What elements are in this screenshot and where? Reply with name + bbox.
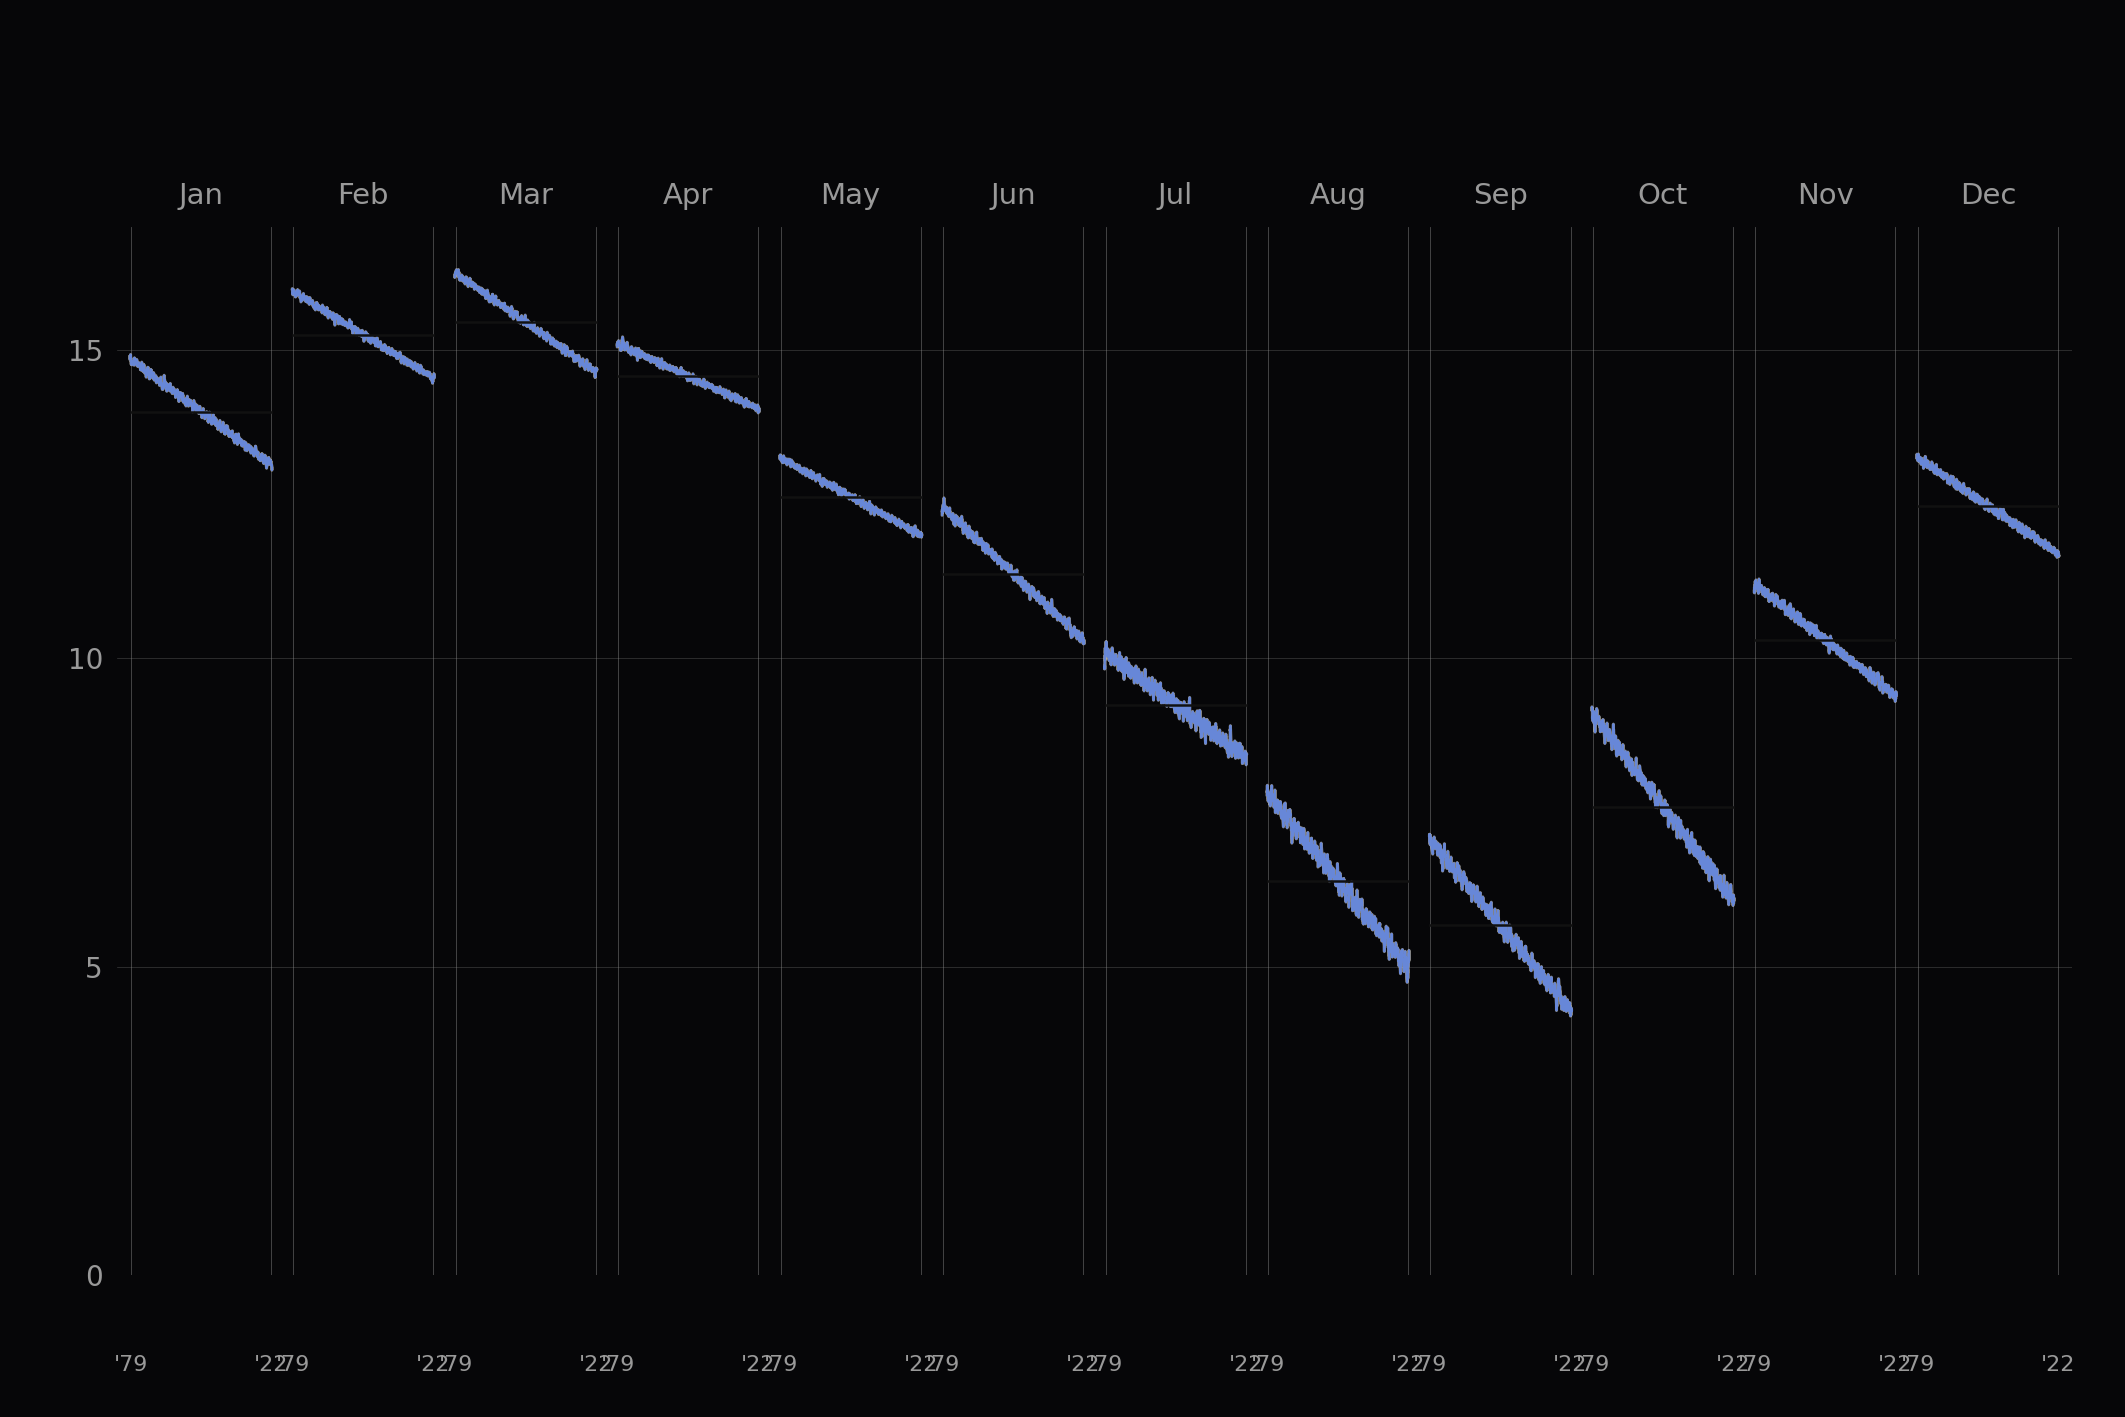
Text: '79: '79 <box>763 1356 797 1376</box>
Text: '79: '79 <box>601 1356 635 1376</box>
Text: '22: '22 <box>1715 1356 1751 1376</box>
Text: '79: '79 <box>276 1356 310 1376</box>
Text: '22: '22 <box>742 1356 776 1376</box>
Text: '22: '22 <box>1553 1356 1587 1376</box>
Text: '79: '79 <box>1088 1356 1122 1376</box>
Text: '22: '22 <box>1878 1356 1912 1376</box>
Text: '22: '22 <box>903 1356 937 1376</box>
Text: '22: '22 <box>253 1356 289 1376</box>
Text: '79: '79 <box>1577 1356 1611 1376</box>
Text: '79: '79 <box>438 1356 474 1376</box>
Text: '22: '22 <box>1392 1356 1426 1376</box>
Text: '22: '22 <box>416 1356 450 1376</box>
Text: '22: '22 <box>1228 1356 1262 1376</box>
Text: '22: '22 <box>578 1356 612 1376</box>
Text: '79: '79 <box>115 1356 149 1376</box>
Text: '22: '22 <box>2040 1356 2074 1376</box>
Text: '79: '79 <box>1252 1356 1286 1376</box>
Text: '79: '79 <box>1413 1356 1447 1376</box>
Text: '79: '79 <box>926 1356 960 1376</box>
Text: '79: '79 <box>1900 1356 1936 1376</box>
Text: '22: '22 <box>1067 1356 1101 1376</box>
Text: '79: '79 <box>1738 1356 1772 1376</box>
